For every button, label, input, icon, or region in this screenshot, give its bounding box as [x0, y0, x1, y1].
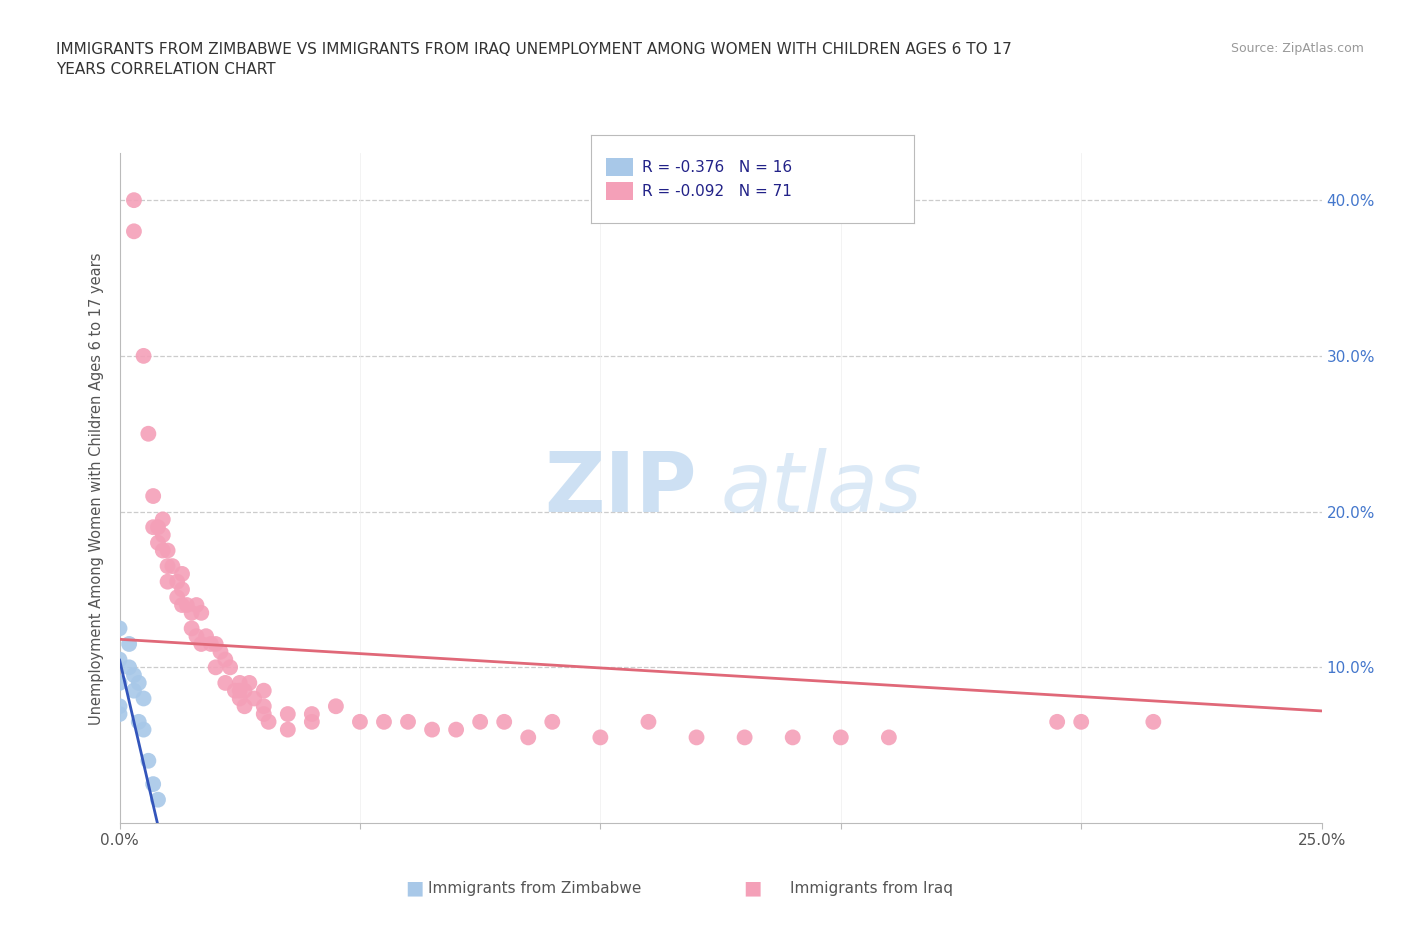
Point — [257, 714, 280, 729]
Point — [146, 792, 169, 807]
Point — [877, 730, 900, 745]
Point — [219, 660, 242, 675]
Point — [142, 777, 165, 791]
Point — [325, 698, 347, 713]
Point — [142, 520, 165, 535]
Point — [170, 582, 193, 597]
Point — [396, 714, 419, 729]
Point — [122, 193, 145, 207]
Point — [238, 675, 260, 690]
Point — [517, 730, 540, 745]
Point — [138, 426, 160, 441]
Point — [146, 536, 169, 551]
Point — [176, 598, 198, 613]
Point — [152, 527, 174, 542]
Point — [200, 636, 222, 651]
Text: Source: ZipAtlas.com: Source: ZipAtlas.com — [1230, 42, 1364, 55]
Point — [118, 636, 141, 651]
Point — [152, 543, 174, 558]
Point — [118, 660, 141, 675]
Point — [146, 520, 169, 535]
Point — [138, 753, 160, 768]
Point — [253, 707, 276, 722]
Point — [122, 668, 145, 683]
Point — [108, 698, 131, 713]
Point — [108, 707, 131, 722]
Point — [253, 684, 276, 698]
Point — [444, 723, 467, 737]
Point — [1070, 714, 1092, 729]
Legend: R = -0.376   N = 16, R = -0.092   N = 71: R = -0.376 N = 16, R = -0.092 N = 71 — [598, 151, 800, 207]
Point — [782, 730, 804, 745]
Point — [195, 629, 218, 644]
Point — [233, 684, 256, 698]
Point — [243, 691, 266, 706]
Point — [152, 512, 174, 526]
Text: ■: ■ — [742, 879, 762, 897]
Point — [142, 488, 165, 503]
Point — [349, 714, 371, 729]
Point — [156, 574, 179, 589]
Point — [420, 723, 443, 737]
Point — [186, 598, 208, 613]
Point — [277, 723, 299, 737]
Point — [132, 691, 155, 706]
Point — [132, 349, 155, 364]
Point — [734, 730, 756, 745]
Point — [204, 636, 226, 651]
Text: Immigrants from Iraq: Immigrants from Iraq — [790, 881, 953, 896]
Point — [156, 543, 179, 558]
Point — [637, 714, 659, 729]
Point — [180, 605, 202, 620]
Point — [228, 684, 252, 698]
Point — [186, 629, 208, 644]
Point — [253, 698, 276, 713]
Point — [1142, 714, 1164, 729]
Point — [190, 636, 212, 651]
Point — [108, 621, 131, 636]
Point — [209, 644, 232, 659]
Point — [685, 730, 707, 745]
Point — [108, 675, 131, 690]
Text: IMMIGRANTS FROM ZIMBABWE VS IMMIGRANTS FROM IRAQ UNEMPLOYMENT AMONG WOMEN WITH C: IMMIGRANTS FROM ZIMBABWE VS IMMIGRANTS F… — [56, 42, 1012, 76]
Point — [204, 660, 226, 675]
Point — [228, 675, 252, 690]
Point — [214, 652, 236, 667]
Text: Immigrants from Zimbabwe: Immigrants from Zimbabwe — [427, 881, 641, 896]
Point — [541, 714, 564, 729]
Point — [1046, 714, 1069, 729]
Point — [277, 707, 299, 722]
Point — [122, 224, 145, 239]
Point — [224, 684, 246, 698]
Point — [228, 691, 252, 706]
Point — [162, 559, 184, 574]
Point — [589, 730, 612, 745]
Text: atlas: atlas — [720, 447, 922, 529]
Point — [122, 684, 145, 698]
Point — [301, 707, 323, 722]
Point — [166, 590, 188, 604]
Point — [190, 605, 212, 620]
Point — [170, 598, 193, 613]
Point — [128, 714, 150, 729]
Point — [166, 574, 188, 589]
Point — [128, 675, 150, 690]
Text: ZIP: ZIP — [544, 447, 696, 529]
Point — [233, 698, 256, 713]
Point — [132, 723, 155, 737]
Point — [830, 730, 852, 745]
Point — [108, 652, 131, 667]
Point — [214, 675, 236, 690]
Point — [180, 621, 202, 636]
Point — [373, 714, 395, 729]
Point — [156, 559, 179, 574]
Point — [170, 566, 193, 581]
Point — [494, 714, 516, 729]
Point — [301, 714, 323, 729]
Text: ■: ■ — [405, 879, 425, 897]
Point — [468, 714, 492, 729]
Y-axis label: Unemployment Among Women with Children Ages 6 to 17 years: Unemployment Among Women with Children A… — [89, 252, 104, 724]
